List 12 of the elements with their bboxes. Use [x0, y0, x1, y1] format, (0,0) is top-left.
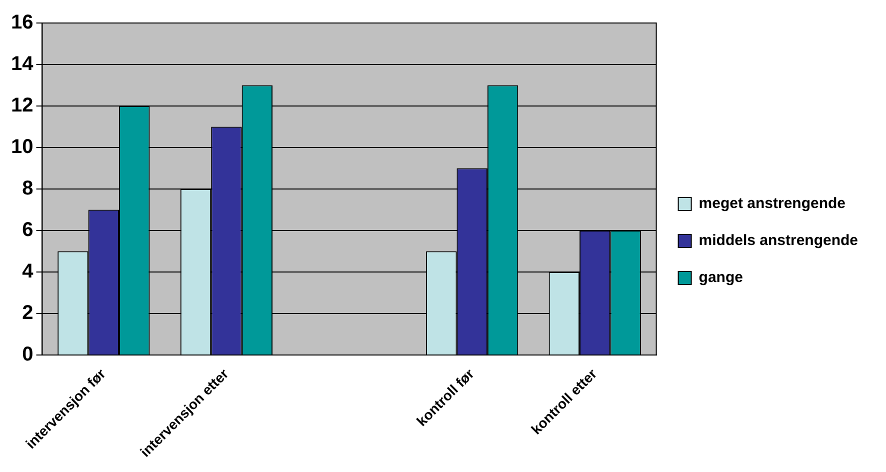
y-tick-label: 8	[22, 178, 34, 200]
y-tick-label: 10	[10, 136, 34, 158]
legend-label: middels anstrengende	[698, 232, 858, 250]
y-tick-label: 12	[10, 94, 34, 117]
legend-label: meget anstrengende	[698, 195, 846, 212]
y-tick-label: 0	[22, 344, 34, 366]
y-tick-label: 14	[10, 53, 34, 76]
legend-label: gange	[698, 269, 743, 286]
y-tick-label: 2	[22, 302, 34, 324]
y-tick-label: 6	[22, 219, 34, 242]
y-tick-label: 16	[10, 12, 34, 34]
y-tick-label: 4	[22, 260, 34, 283]
